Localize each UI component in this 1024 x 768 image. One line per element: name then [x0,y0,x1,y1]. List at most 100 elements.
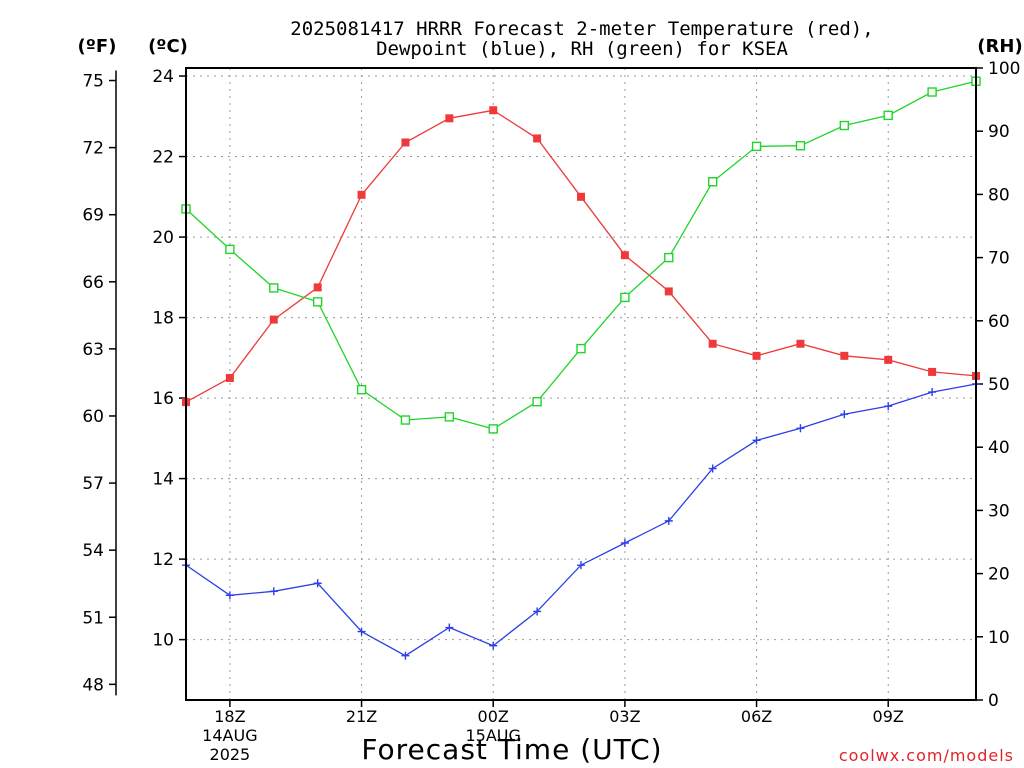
data-point-dewpoint [313,579,322,588]
x-tick-label: 15AUG [466,726,521,745]
x-tick-label: 09Z [873,707,904,726]
data-point-rh [707,177,718,187]
fahrenheit-tick-label: 63 [82,340,104,360]
data-point-rh [532,396,542,407]
chart-title-line-2: Dewpoint (blue), RH (green) for KSEA [376,38,788,60]
data-point-temperature [796,339,805,348]
fahrenheit-tick-label: 75 [82,72,104,92]
data-point-rh [883,110,893,121]
data-point-dewpoint [401,651,410,660]
celsius-unit-label: (ºC) [148,36,188,57]
data-point-temperature [884,355,893,364]
data-point-temperature [401,138,410,147]
rh-tick-label: 50 [988,375,1010,395]
rh-tick-label: 70 [988,249,1010,269]
grid-lines [186,68,976,700]
x-tick-label: 18Z [214,707,245,726]
data-point-dewpoint [840,410,849,419]
x-tick-label: 2025 [210,745,251,764]
fahrenheit-tick-label: 57 [82,474,104,494]
data-point-rh [839,120,850,131]
x-tick-label: 06Z [741,707,772,726]
x-tick-label: 03Z [609,707,640,726]
data-point-dewpoint [577,561,585,570]
rh-tick-label: 100 [988,59,1020,79]
celsius-tick-label: 20 [152,228,174,248]
celsius-tick-label: 10 [152,631,174,651]
data-point-dewpoint [928,388,937,397]
rh-tick-label: 10 [988,628,1010,648]
fahrenheit-tick-label: 60 [82,407,104,427]
data-point-temperature [664,287,673,296]
rh-tick-label: 90 [988,122,1010,142]
x-tick-label: 14AUG [202,726,257,745]
data-point-temperature [489,106,498,115]
chart-title: 2025081417 HRRR Forecast 2-meter Tempera… [290,18,873,60]
series-dewpoint [182,380,980,660]
data-point-temperature [445,114,454,123]
fahrenheit-tick-label: 48 [82,675,104,695]
data-point-temperature [840,351,849,360]
data-point-rh [664,252,674,263]
data-point-dewpoint [884,402,893,411]
data-point-dewpoint [708,464,717,473]
data-point-rh [312,297,323,307]
celsius-tick-label: 14 [152,470,174,490]
data-point-temperature [357,190,366,199]
data-point-dewpoint [225,591,234,600]
data-point-rh [488,424,498,434]
series-line-temperature [185,109,977,403]
celsius-tick-label: 22 [152,148,174,168]
data-point-dewpoint [269,587,278,596]
x-tick-label: 21Z [346,707,377,726]
fahrenheit-tick-label: 51 [82,608,104,628]
data-point-dewpoint [620,539,629,548]
data-point-rh [576,343,586,354]
data-point-temperature [620,251,629,260]
fahrenheit-tick-label: 72 [82,139,104,159]
celsius-tick-label: 12 [152,550,174,570]
rh-unit-label: (RH) [977,36,1022,57]
data-point-rh [444,412,455,422]
data-point-dewpoint [445,623,454,632]
data-series [181,76,981,660]
data-point-rh [269,283,279,293]
fahrenheit-unit-label: (ºF) [78,36,117,57]
series-line-rh [185,80,977,430]
data-point-dewpoint [357,627,366,636]
credit-text: coolwx.com/models [839,746,1014,765]
plot-area-frame [185,67,977,701]
data-point-rh [751,141,762,152]
data-point-temperature [313,283,322,292]
data-point-temperature [708,339,717,348]
data-point-temperature [752,351,761,360]
data-point-temperature [577,192,585,201]
series-temperature [182,106,980,407]
series-rh [181,76,981,434]
chart-title-line-1: 2025081417 HRRR Forecast 2-meter Tempera… [290,18,873,40]
data-point-temperature [225,373,234,382]
x-axis-title: Forecast Time (UTC) [361,733,662,766]
fahrenheit-tick-label: 69 [82,206,104,226]
data-point-dewpoint [489,641,498,650]
rh-tick-label: 30 [988,501,1010,521]
series-line-dewpoint [185,383,977,657]
data-point-rh [400,415,411,425]
rh-tick-label: 80 [988,185,1010,205]
rh-tick-label: 40 [988,438,1010,458]
celsius-tick-label: 16 [152,389,174,409]
data-point-dewpoint [533,607,542,616]
rh-tick-label: 60 [988,312,1010,332]
data-point-temperature [533,134,542,143]
data-point-dewpoint [664,516,673,525]
data-point-rh [795,141,806,151]
data-point-dewpoint [796,424,805,433]
x-tick-label: 00Z [478,707,509,726]
fahrenheit-tick-label: 54 [82,541,104,561]
data-point-rh [927,87,937,97]
rh-tick-label: 0 [988,691,999,711]
rh-tick-label: 20 [988,565,1010,585]
data-point-rh [225,244,235,255]
